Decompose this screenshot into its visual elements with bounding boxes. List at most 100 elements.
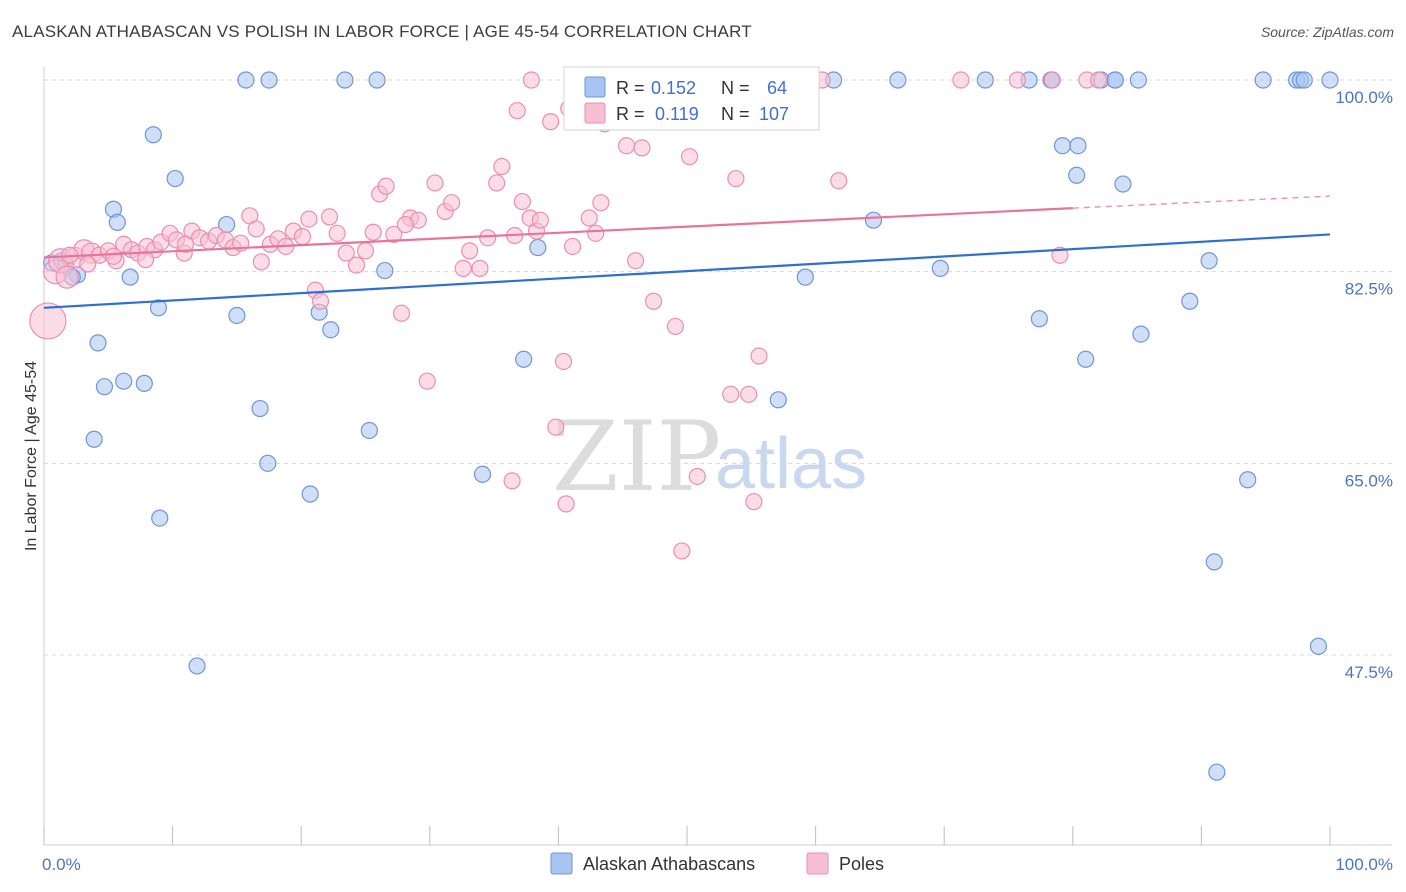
alaskan-point [121, 268, 139, 286]
alaskan-point [1200, 252, 1218, 270]
alaskan-point [376, 261, 394, 280]
alaskan-point [1030, 310, 1048, 328]
alaskan-point [1181, 292, 1199, 310]
poles-point [471, 259, 489, 277]
x-tick-label: 100.0% [1335, 855, 1393, 874]
poles-point [680, 148, 699, 166]
alaskan-point [360, 421, 378, 440]
watermark: ZIP atlas [552, 401, 867, 513]
alaskan-point [237, 71, 255, 89]
alaskan-point [1069, 137, 1087, 155]
alaskan-point [1205, 553, 1223, 571]
poles-point [531, 211, 549, 229]
poles-point [503, 472, 521, 490]
poles-point [426, 174, 444, 192]
grid-layer: 100.0% 82.5% 65.0% 47.5% [44, 79, 1393, 682]
alaskan-point [259, 454, 277, 472]
poles-point [377, 177, 395, 195]
poles-point [252, 253, 270, 271]
poles-point [508, 102, 526, 120]
alaskan-point [301, 485, 319, 503]
alaskan-point [1309, 637, 1328, 655]
poles-point [626, 252, 645, 270]
poles-point [385, 225, 403, 244]
poles-point [952, 71, 970, 89]
poles-point [337, 244, 355, 262]
alaskan-point [529, 238, 547, 257]
poles-point [443, 194, 461, 212]
alaskan-point [796, 268, 814, 286]
stats-r-value-1: 0.152 [651, 78, 696, 98]
poles-point [347, 256, 366, 274]
poles-point [547, 418, 565, 436]
alaskan-point [1106, 71, 1124, 89]
chart-title: ALASKAN ATHABASCAN VS POLISH IN LABOR FO… [12, 22, 752, 41]
stats-box: R = 0.152 N = 64 R = 0.119 N = 107 [563, 66, 820, 131]
poles-point [557, 495, 575, 513]
poles-point [364, 223, 382, 241]
poles-point [750, 347, 768, 365]
poles-point [29, 302, 67, 340]
y-tick-label: 82.5% [1345, 280, 1393, 299]
poles-point [513, 192, 531, 211]
alaskan-point [115, 372, 133, 390]
poles-point [356, 242, 375, 260]
alaskan-point [108, 213, 126, 231]
stats-n-value-2: 107 [759, 104, 789, 124]
poles-point [300, 210, 318, 228]
poles-point [1089, 71, 1108, 89]
y-axis-label: In Labor Force | Age 45-54 [23, 361, 40, 551]
poles-point [461, 242, 479, 260]
poles-point [79, 255, 97, 273]
alaskan-point [1254, 71, 1272, 89]
axes-layer: 0.0% 100.0% [42, 67, 1393, 874]
alaskan-point [1077, 350, 1095, 368]
legend-swatch-alaskan [550, 852, 573, 875]
poles-point [104, 247, 123, 265]
poles-point [745, 493, 763, 511]
watermark-atlas: atlas [715, 424, 867, 504]
alaskan-point [1239, 471, 1257, 489]
alaskan-point [228, 306, 246, 325]
poles-point [542, 113, 560, 131]
poles-trend-line [43, 207, 1073, 259]
poles-point [454, 259, 472, 277]
alaskan-point [260, 71, 278, 89]
poles-point [722, 385, 740, 403]
poles-point [1051, 246, 1069, 264]
poles-point [396, 215, 414, 234]
poles-point [1008, 71, 1027, 89]
stats-box-frame [563, 66, 820, 131]
alaskan-point [149, 299, 168, 317]
alaskan-point [251, 399, 269, 418]
poles-point [320, 208, 339, 226]
poles-point [136, 251, 155, 269]
alaskan-point [85, 430, 103, 448]
poles-point [311, 292, 330, 310]
alaskan-point [1132, 325, 1150, 343]
stats-r-label-2: R = [616, 104, 645, 124]
alaskan-point [368, 71, 386, 89]
poles-point [293, 228, 312, 246]
alaskan-point [1129, 71, 1147, 89]
alaskan-point [1114, 175, 1132, 193]
alaskan-point [151, 509, 169, 527]
poles-point [644, 292, 663, 310]
poles-point [479, 229, 497, 247]
poles-point [580, 209, 598, 227]
alaskan-point [322, 321, 340, 339]
stats-n-label-1: N = [721, 78, 750, 98]
poles-point [673, 542, 691, 560]
poles-point [666, 317, 685, 336]
stats-n-label-2: N = [721, 104, 750, 124]
poles-point [522, 71, 540, 89]
poles-point [633, 139, 651, 157]
stats-swatch-alaskan [584, 76, 606, 98]
alaskan-point [889, 71, 907, 89]
legend-label-poles: Poles [839, 854, 884, 874]
alaskan-point [931, 259, 949, 277]
alaskan-point [769, 391, 787, 409]
poles-point [617, 137, 636, 155]
poles-point [554, 352, 573, 371]
